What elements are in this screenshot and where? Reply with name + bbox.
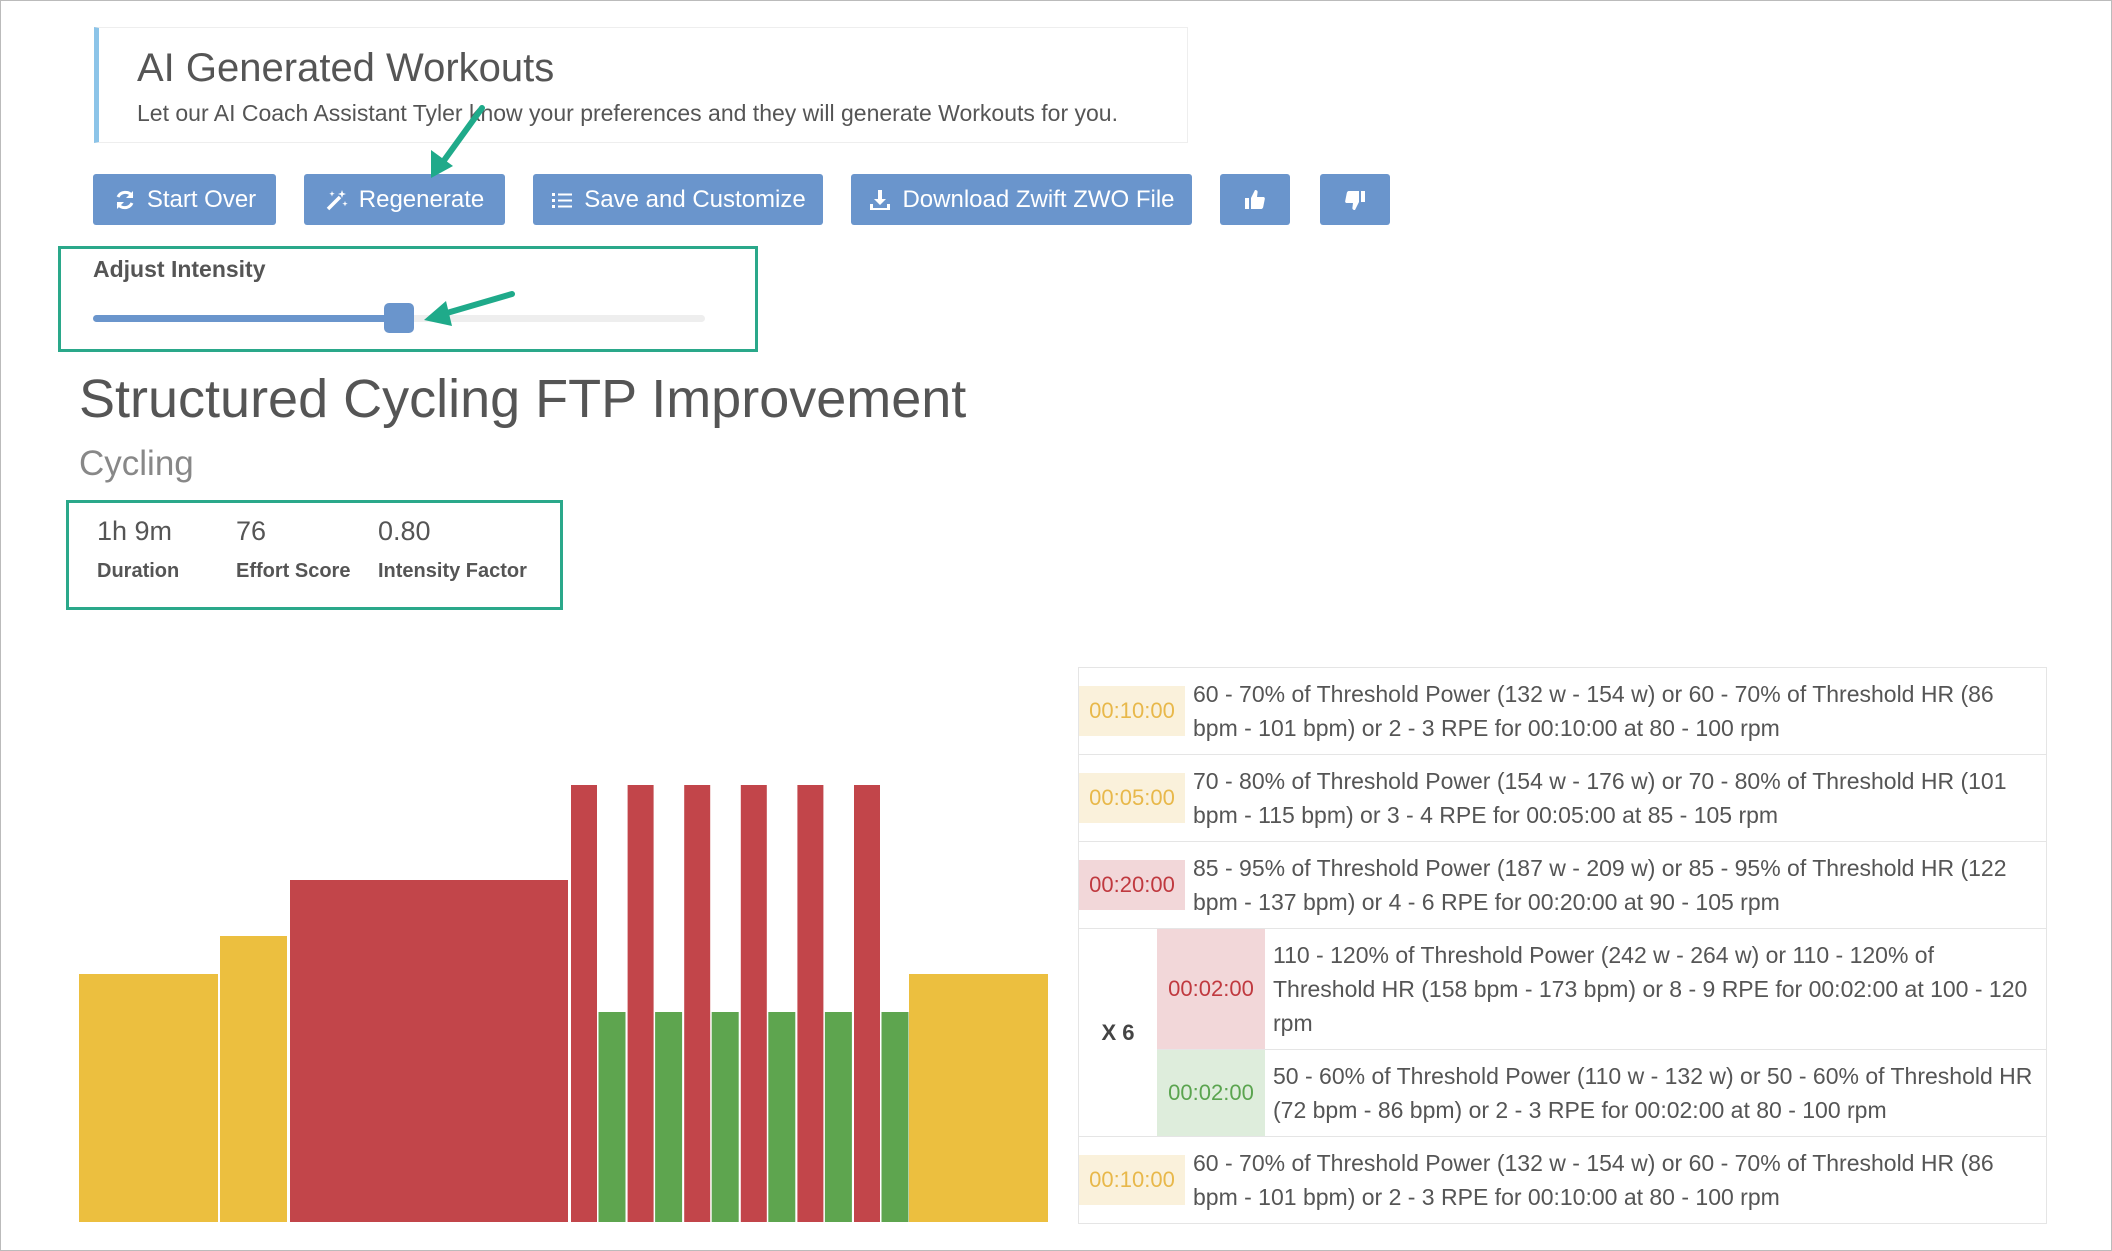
repeat-count: X 6 — [1101, 1019, 1135, 1045]
step-description: 50 - 60% of Threshold Power (110 w - 132… — [1273, 1063, 2033, 1123]
stat-label: Intensity Factor — [378, 560, 527, 582]
header-subtitle: Let our AI Coach Assistant Tyler know yo… — [137, 100, 1118, 126]
time-cell: 00:02:00 — [1157, 1050, 1265, 1136]
start-over-button[interactable]: Start Over — [93, 174, 276, 225]
step-row: 00:10:00 60 - 70% of Threshold Power (132… — [1079, 668, 2046, 754]
graph-bar — [598, 1012, 626, 1222]
highlight-box — [58, 246, 758, 352]
thumbs-up-icon — [1245, 189, 1265, 209]
graph-bar — [684, 785, 711, 1222]
step-row: 00:10:00 60 - 70% of Threshold Power (132… — [1079, 1136, 2046, 1223]
arrow — [437, 105, 485, 169]
time-cell: 00:02:00 — [1157, 929, 1265, 1049]
graph-bar — [797, 785, 824, 1222]
highlight-box — [66, 500, 563, 610]
stat-value: 76 — [236, 516, 267, 546]
workout-sport: Cycling — [79, 444, 194, 483]
workout-graph — [79, 785, 1048, 1222]
step-description: 60 - 70% of Threshold Power (132 w - 154… — [1193, 681, 1994, 741]
graph-bar — [768, 1012, 796, 1222]
step-row: 00:02:00 110 - 120% of Threshold Power (2… — [1157, 929, 2046, 1049]
stat-label: Duration — [97, 560, 180, 582]
slider-thumb[interactable] — [384, 303, 414, 333]
arrows — [437, 105, 515, 318]
workout-title: Structured Cycling FTP Improvement — [79, 369, 967, 429]
step-row: 00:05:00 70 - 80% of Threshold Power (154… — [1079, 754, 2046, 841]
graph-bar — [909, 974, 1048, 1222]
stat-value: 0.80 — [378, 516, 431, 546]
download-icon — [870, 189, 891, 210]
button-label: Regenerate — [358, 185, 485, 213]
time-cell: 00:10:00 — [1079, 668, 1185, 754]
step-description: 70 - 80% of Threshold Power (154 w - 176… — [1193, 768, 2007, 828]
wand-icon — [326, 189, 348, 210]
slider-fill — [93, 315, 399, 322]
step-time: 00:10:00 — [1079, 1155, 1185, 1205]
step-description: 110 - 120% of Threshold Power (242 w - 2… — [1273, 942, 2028, 1036]
graph-bar — [881, 1012, 909, 1222]
header-box: AI Generated Workouts Let our AI Coach A… — [94, 27, 1188, 143]
regenerate-button[interactable]: Regenerate — [304, 174, 505, 225]
step-row: 00:20:00 85 - 95% of Threshold Power (187… — [1079, 841, 2046, 928]
step-time: 00:02:00 — [1168, 976, 1254, 1001]
arrow-head — [431, 150, 453, 178]
graph-bar — [824, 1012, 852, 1222]
graph-bar — [571, 785, 597, 1222]
intensity-label: Adjust Intensity — [93, 256, 266, 282]
repeat-steps: 00:02:00 110 - 120% of Threshold Power (2… — [1157, 929, 2046, 1136]
save-button[interactable]: Save and Customize — [533, 174, 823, 225]
step-time: 00:20:00 — [1079, 860, 1185, 910]
graph-bar — [740, 785, 767, 1222]
time-cell: 00:20:00 — [1079, 842, 1185, 928]
graph-bar — [220, 936, 287, 1222]
step-row: 00:02:00 50 - 60% of Threshold Power (110… — [1157, 1049, 2046, 1136]
list-icon — [552, 192, 573, 208]
thumbs-down-icon — [1345, 190, 1365, 210]
graph-bar — [627, 785, 654, 1222]
graph-bar — [854, 785, 880, 1222]
step-description: 85 - 95% of Threshold Power (187 w - 209… — [1193, 855, 2007, 915]
graph-bar — [655, 1012, 683, 1222]
step-description: 60 - 70% of Threshold Power (132 w - 154… — [1193, 1150, 1994, 1210]
button-label: Start Over — [146, 185, 257, 213]
time-cell: 00:05:00 — [1079, 755, 1185, 841]
steps-table: 00:10:00 60 - 70% of Threshold Power (132… — [1078, 667, 2047, 1224]
stat-label: Effort Score — [236, 560, 351, 582]
refresh-icon — [116, 190, 134, 209]
download-button[interactable]: Download Zwift ZWO File — [851, 174, 1192, 225]
thumbs-down-button[interactable] — [1320, 174, 1390, 225]
arrow — [437, 291, 515, 318]
graph-bar — [290, 880, 568, 1222]
button-label: Save and Customize — [584, 185, 806, 213]
header-title: AI Generated Workouts — [137, 46, 555, 90]
graph-bar — [79, 974, 218, 1222]
button-label: Download Zwift ZWO File — [902, 185, 1175, 213]
step-time: 00:05:00 — [1079, 773, 1185, 823]
stat-value: 1h 9m — [97, 516, 173, 546]
step-time: 00:02:00 — [1168, 1080, 1254, 1105]
step-time: 00:10:00 — [1079, 686, 1185, 736]
thumbs-up-button[interactable] — [1220, 174, 1290, 225]
graph-bar — [711, 1012, 739, 1222]
time-cell: 00:10:00 — [1079, 1137, 1185, 1223]
repeat-row: X 6 00:02:00 110 - 120% of Threshold Power… — [1079, 928, 2046, 1136]
arrow-head — [424, 301, 452, 326]
